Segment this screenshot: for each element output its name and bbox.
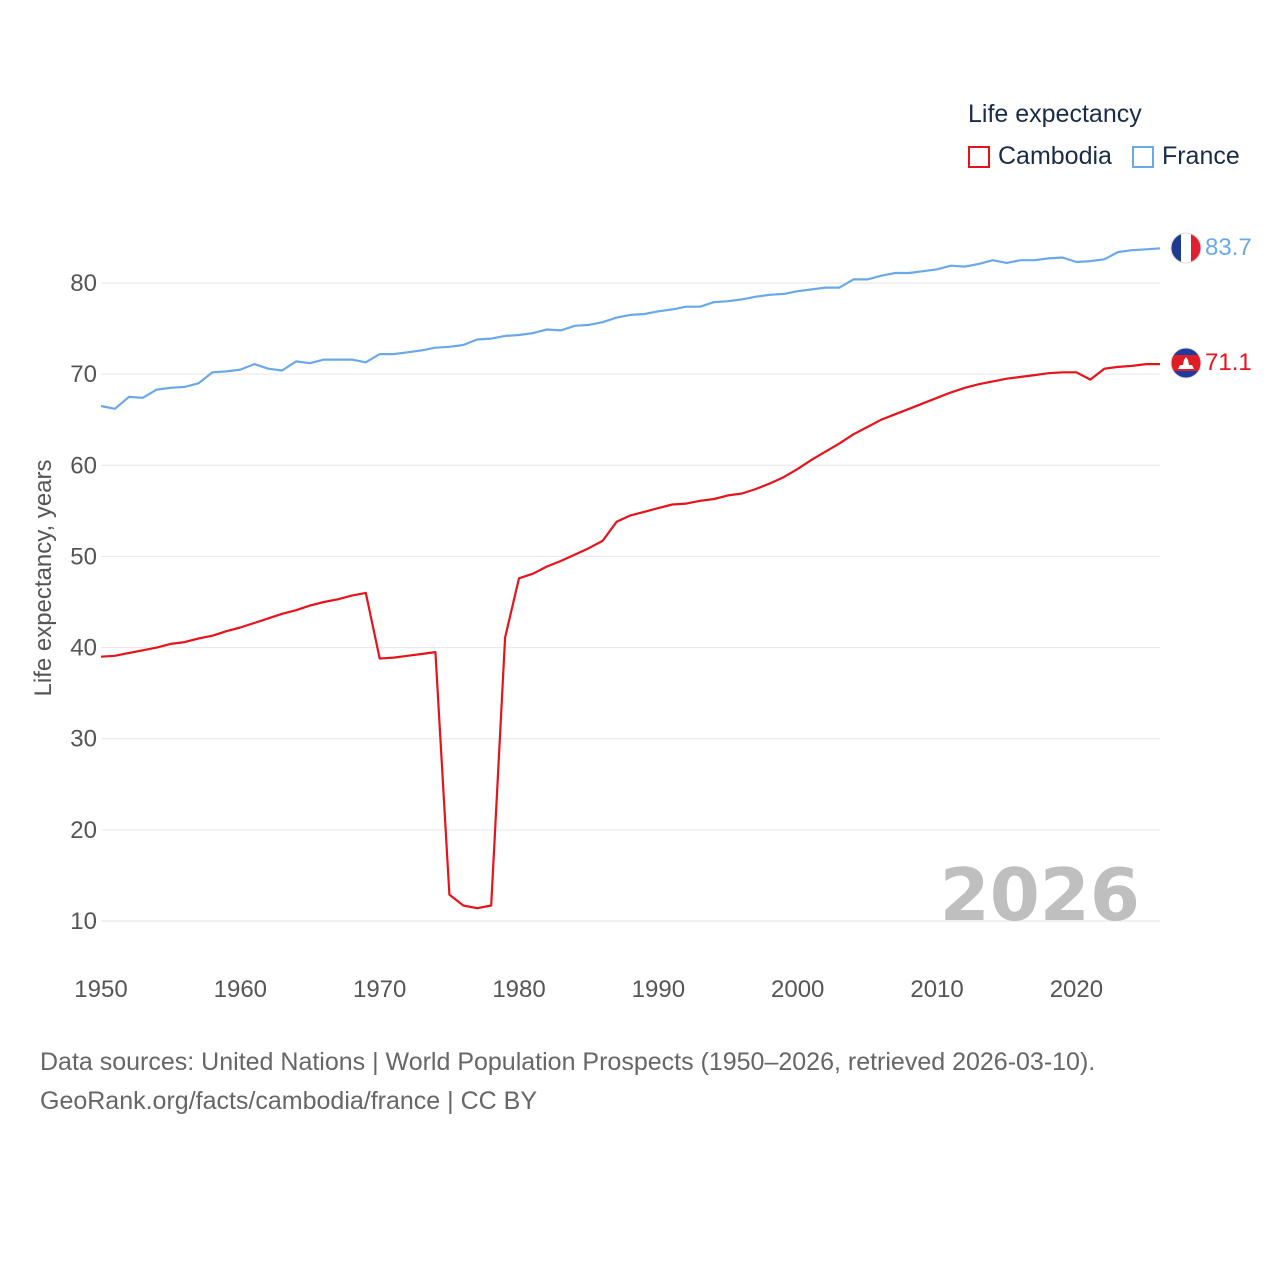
y-tick-label: 80 <box>70 270 97 297</box>
x-tick-label: 1970 <box>353 976 406 1003</box>
x-tick-label: 2000 <box>771 976 824 1003</box>
y-tick-label: 40 <box>70 635 97 662</box>
france-end-value: 83.7 <box>1205 234 1252 261</box>
y-axis-ticks: 10 20 30 40 50 60 70 80 <box>70 270 97 935</box>
x-tick-label: 1960 <box>214 976 267 1003</box>
series-lines <box>100 247 1161 910</box>
cambodia-end-value: 71.1 <box>1205 349 1252 376</box>
x-tick-label: 1990 <box>632 976 685 1003</box>
footer: Data sources: United Nations | World Pop… <box>40 1043 1095 1121</box>
attribution-text: GeoRank.org/facts/cambodia/france | CC B… <box>40 1087 537 1115</box>
data-sources-text: Data sources: United Nations | World Pop… <box>40 1048 1096 1076</box>
x-axis-ticks: 1950 1960 1970 1980 1990 2000 2010 2020 <box>74 976 1103 1003</box>
legend: Cambodia France <box>968 142 1260 171</box>
y-axis-label: Life expectancy, years <box>30 459 57 696</box>
x-tick-label: 1980 <box>492 976 545 1003</box>
grid-lines <box>101 282 1160 922</box>
legend-label-france: France <box>1161 142 1240 170</box>
legend-label-cambodia: Cambodia <box>998 142 1112 170</box>
year-watermark: 2026 <box>940 853 1140 937</box>
y-tick-label: 60 <box>70 452 97 479</box>
x-tick-label: 2010 <box>910 976 963 1003</box>
x-tick-label: 1950 <box>74 976 127 1003</box>
y-tick-label: 10 <box>70 908 97 935</box>
y-tick-label: 30 <box>70 726 97 753</box>
cambodia-flag-icon <box>1170 347 1202 379</box>
legend-swatch-france <box>1131 145 1154 168</box>
series-line-cambodia <box>100 363 1160 910</box>
legend-title: Life expectancy <box>968 100 1142 128</box>
series-line-france <box>100 247 1161 410</box>
y-tick-label: 70 <box>70 361 97 388</box>
y-tick-label: 50 <box>70 543 97 570</box>
legend-item-cambodia[interactable]: Cambodia <box>968 142 1112 171</box>
legend-swatch-cambodia <box>968 145 990 168</box>
y-tick-label: 20 <box>70 817 97 844</box>
france-flag-icon <box>1170 232 1202 264</box>
x-tick-label: 2020 <box>1050 976 1103 1003</box>
legend-item-france[interactable]: France <box>1131 142 1240 171</box>
